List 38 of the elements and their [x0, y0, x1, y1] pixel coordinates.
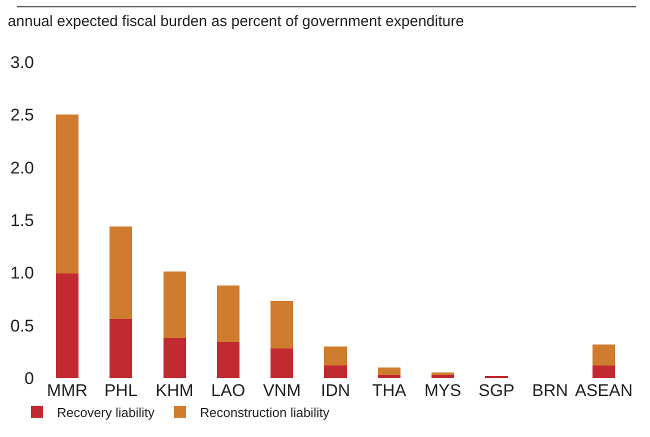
x-tick-label: BRN [532, 381, 568, 400]
bar [592, 344, 616, 366]
legend-label: Reconstruction liability [200, 404, 330, 420]
bar [378, 367, 400, 375]
bar [56, 274, 78, 378]
bar [163, 272, 186, 338]
bar [378, 374, 400, 378]
bar [216, 285, 240, 342]
y-tick-label: 0 [24, 368, 34, 388]
chart-title: annual expected fiscal burden as percent of government expenditure [8, 12, 464, 30]
y-tick-label: 3.0 [10, 52, 34, 72]
x-tick-label: LAO [211, 381, 246, 400]
bar [56, 114, 78, 274]
x-tick-label: MYS [424, 381, 462, 400]
bar [270, 348, 294, 378]
y-tick-label: 2.0 [10, 158, 34, 178]
bar [324, 346, 347, 366]
x-tick-label: MMR [46, 381, 88, 400]
y-tick-label: 1.0 [10, 264, 34, 283]
bar [592, 365, 616, 378]
bar [324, 365, 347, 378]
y-tick-label: 2.5 [10, 106, 34, 125]
x-tick-label: KHM [156, 381, 194, 400]
x-tick-label: PHL [104, 381, 138, 400]
bar [432, 374, 454, 378]
bar [110, 226, 132, 320]
x-tick-label: IDN [320, 381, 350, 400]
bar [270, 301, 294, 349]
x-tick-label: VNM [262, 381, 301, 400]
y-tick-label: 0.5 [10, 316, 34, 336]
bar [216, 342, 240, 378]
x-tick-label: SGP [478, 381, 514, 400]
y-tick-label: 1.5 [10, 210, 34, 230]
x-tick-label: ASEAN [574, 381, 633, 400]
legend-label: Recovery liability [56, 404, 155, 420]
bar [110, 319, 132, 378]
bar [163, 338, 186, 378]
x-tick-label: THA [372, 381, 407, 400]
